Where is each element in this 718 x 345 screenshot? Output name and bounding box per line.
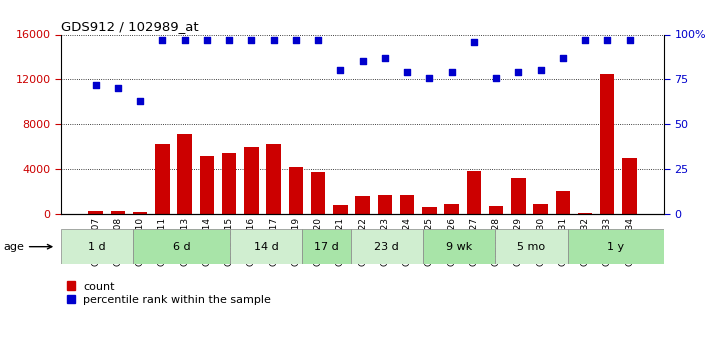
Bar [568, 229, 664, 264]
Point [468, 39, 480, 45]
Bar [266, 144, 281, 214]
Bar [423, 229, 495, 264]
Text: age: age [3, 242, 52, 252]
Bar [177, 134, 192, 214]
Bar [61, 229, 134, 264]
Point [312, 37, 324, 43]
Point [223, 37, 235, 43]
Point [290, 37, 302, 43]
Point [446, 69, 457, 75]
Point [557, 55, 569, 61]
Bar [222, 153, 236, 214]
Text: 9 wk: 9 wk [446, 242, 472, 252]
Legend: count, percentile rank within the sample: count, percentile rank within the sample [67, 282, 271, 305]
Text: 6 d: 6 d [173, 242, 190, 252]
Bar [578, 213, 592, 214]
Bar [133, 211, 147, 214]
Bar [600, 74, 615, 214]
Bar [333, 205, 348, 214]
Point [513, 69, 524, 75]
Bar [444, 204, 459, 214]
Point [268, 37, 279, 43]
Point [357, 59, 368, 64]
Point [157, 37, 168, 43]
Point [246, 37, 257, 43]
Bar [623, 158, 637, 214]
Bar [400, 195, 414, 214]
Bar [302, 229, 350, 264]
Bar [556, 191, 570, 214]
Point [201, 37, 213, 43]
Point [179, 37, 190, 43]
Point [602, 37, 613, 43]
Point [624, 37, 635, 43]
Point [112, 86, 123, 91]
Point [90, 82, 101, 88]
Bar [533, 204, 548, 214]
Bar [378, 195, 392, 214]
Point [424, 75, 435, 80]
Bar [289, 167, 303, 214]
Point [535, 68, 546, 73]
Point [490, 75, 502, 80]
Bar [111, 210, 125, 214]
Bar [311, 172, 325, 214]
Bar [511, 178, 526, 214]
Point [134, 98, 146, 104]
Bar [489, 206, 503, 214]
Bar [355, 196, 370, 214]
Bar [88, 210, 103, 214]
Text: 14 d: 14 d [253, 242, 279, 252]
Bar [230, 229, 302, 264]
Point [379, 55, 391, 61]
Text: 17 d: 17 d [314, 242, 339, 252]
Point [579, 37, 591, 43]
Bar [350, 229, 423, 264]
Bar [422, 207, 437, 214]
Bar [200, 156, 214, 214]
Point [401, 69, 413, 75]
Bar [467, 171, 481, 214]
Bar [244, 147, 258, 214]
Bar [155, 144, 169, 214]
Text: 23 d: 23 d [374, 242, 399, 252]
Bar [495, 229, 568, 264]
Text: GDS912 / 102989_at: GDS912 / 102989_at [61, 20, 199, 33]
Text: 1 y: 1 y [607, 242, 625, 252]
Point [335, 68, 346, 73]
Text: 1 d: 1 d [88, 242, 106, 252]
Text: 5 mo: 5 mo [518, 242, 546, 252]
Bar [134, 229, 230, 264]
